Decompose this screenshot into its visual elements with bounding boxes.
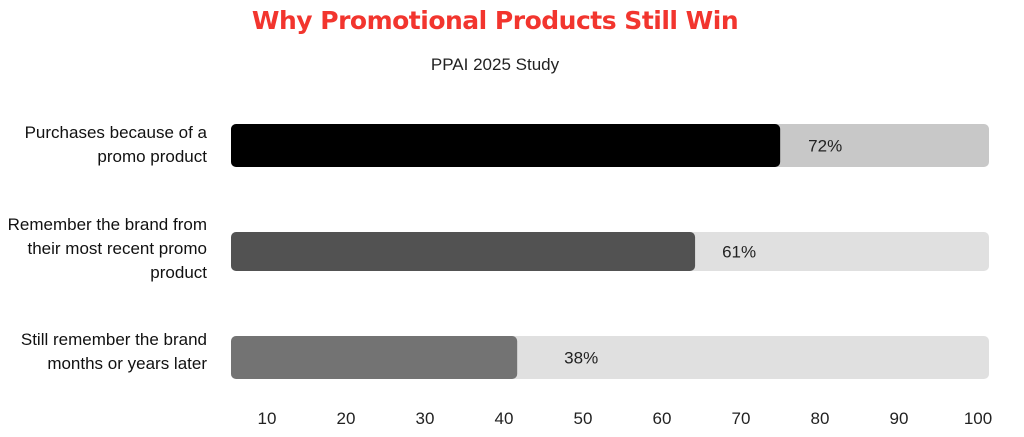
chart-title: Why Promotional Products Still Win bbox=[251, 6, 739, 35]
x-tick-label: 40 bbox=[495, 409, 514, 428]
category-label-purchases: Purchases because of a promo product bbox=[24, 123, 207, 166]
x-tick-label: 50 bbox=[574, 409, 593, 428]
bar bbox=[231, 232, 696, 271]
bar bbox=[231, 124, 781, 167]
value-label: 61% bbox=[722, 243, 756, 262]
x-tick-label: 90 bbox=[890, 409, 909, 428]
x-tick-label: 70 bbox=[732, 409, 751, 428]
x-tick-label: 10 bbox=[258, 409, 277, 428]
category-label-remember-later: Still remember the brand months or years… bbox=[20, 330, 207, 373]
value-label: 72% bbox=[808, 137, 842, 156]
chart-subtitle: PPAI 2025 Study bbox=[430, 55, 560, 74]
x-tick-label: 20 bbox=[337, 409, 356, 428]
bar bbox=[231, 336, 518, 379]
x-tick-label: 30 bbox=[416, 409, 435, 428]
x-tick-label: 60 bbox=[653, 409, 672, 428]
value-label: 38% bbox=[564, 349, 598, 368]
x-tick-label: 80 bbox=[811, 409, 830, 428]
x-tick-label: 100 bbox=[964, 409, 992, 428]
category-label-remember-recent: Remember the brand from their most recen… bbox=[7, 215, 207, 282]
